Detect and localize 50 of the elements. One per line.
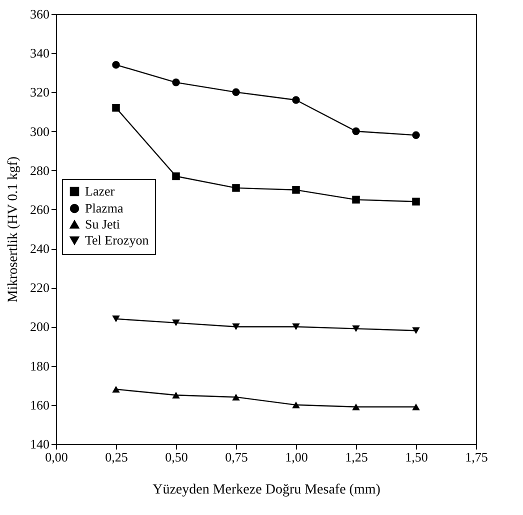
point	[352, 196, 360, 204]
point	[292, 96, 300, 104]
point	[232, 88, 240, 96]
x-tick-label: 0,25	[105, 450, 128, 464]
point	[412, 327, 420, 334]
y-tick-label: 200	[30, 319, 50, 334]
legend-label: Su Jeti	[85, 216, 120, 232]
x-tick-label: 0,00	[45, 450, 68, 464]
y-tick-label: 320	[30, 84, 50, 100]
point	[292, 323, 300, 330]
y-tick-label: 300	[30, 124, 50, 139]
point	[412, 198, 420, 206]
y-tick-label: 360	[30, 6, 50, 22]
y-tick-label: 160	[30, 397, 50, 412]
y-tick-label: 180	[30, 358, 50, 374]
legend-label: Tel Erozyon	[85, 232, 150, 248]
x-tick-label: 0,75	[225, 450, 248, 464]
point	[412, 131, 420, 140]
x-tick-label: 1,25	[345, 450, 368, 464]
y-tick-label: 220	[30, 280, 50, 296]
point	[112, 104, 120, 112]
x-axis-title: Yüzeyden Merkeze Doğru Mesafe (mm)	[152, 482, 381, 498]
point	[292, 186, 300, 194]
point	[352, 127, 360, 136]
legend-label: Lazer	[85, 184, 116, 198]
y-tick-label: 280	[30, 162, 50, 178]
point	[172, 319, 180, 326]
point	[232, 184, 240, 192]
x-tick-label: 1,75	[465, 450, 488, 464]
legend-label: Plazma	[85, 200, 124, 216]
point	[112, 60, 120, 69]
point	[172, 172, 180, 180]
point	[112, 386, 120, 393]
y-tick-label: 240	[30, 241, 50, 256]
point	[292, 402, 300, 408]
point	[352, 325, 360, 332]
y-axis-title: Mikrosertlik (HV 0.1 kgf)	[6, 156, 21, 302]
point	[412, 404, 420, 410]
y-tick-label: 260	[30, 202, 50, 217]
point	[232, 394, 240, 400]
x-tick-label: 1,00	[285, 450, 308, 464]
point	[112, 316, 120, 322]
x-tick-label: 0,50	[165, 450, 188, 464]
point	[232, 323, 240, 330]
point	[352, 404, 360, 410]
x-tick-label: 1,50	[405, 450, 428, 464]
y-tick-label: 340	[30, 46, 50, 61]
point	[172, 392, 180, 398]
point	[172, 78, 180, 86]
y-tick-label: 140	[30, 436, 50, 452]
